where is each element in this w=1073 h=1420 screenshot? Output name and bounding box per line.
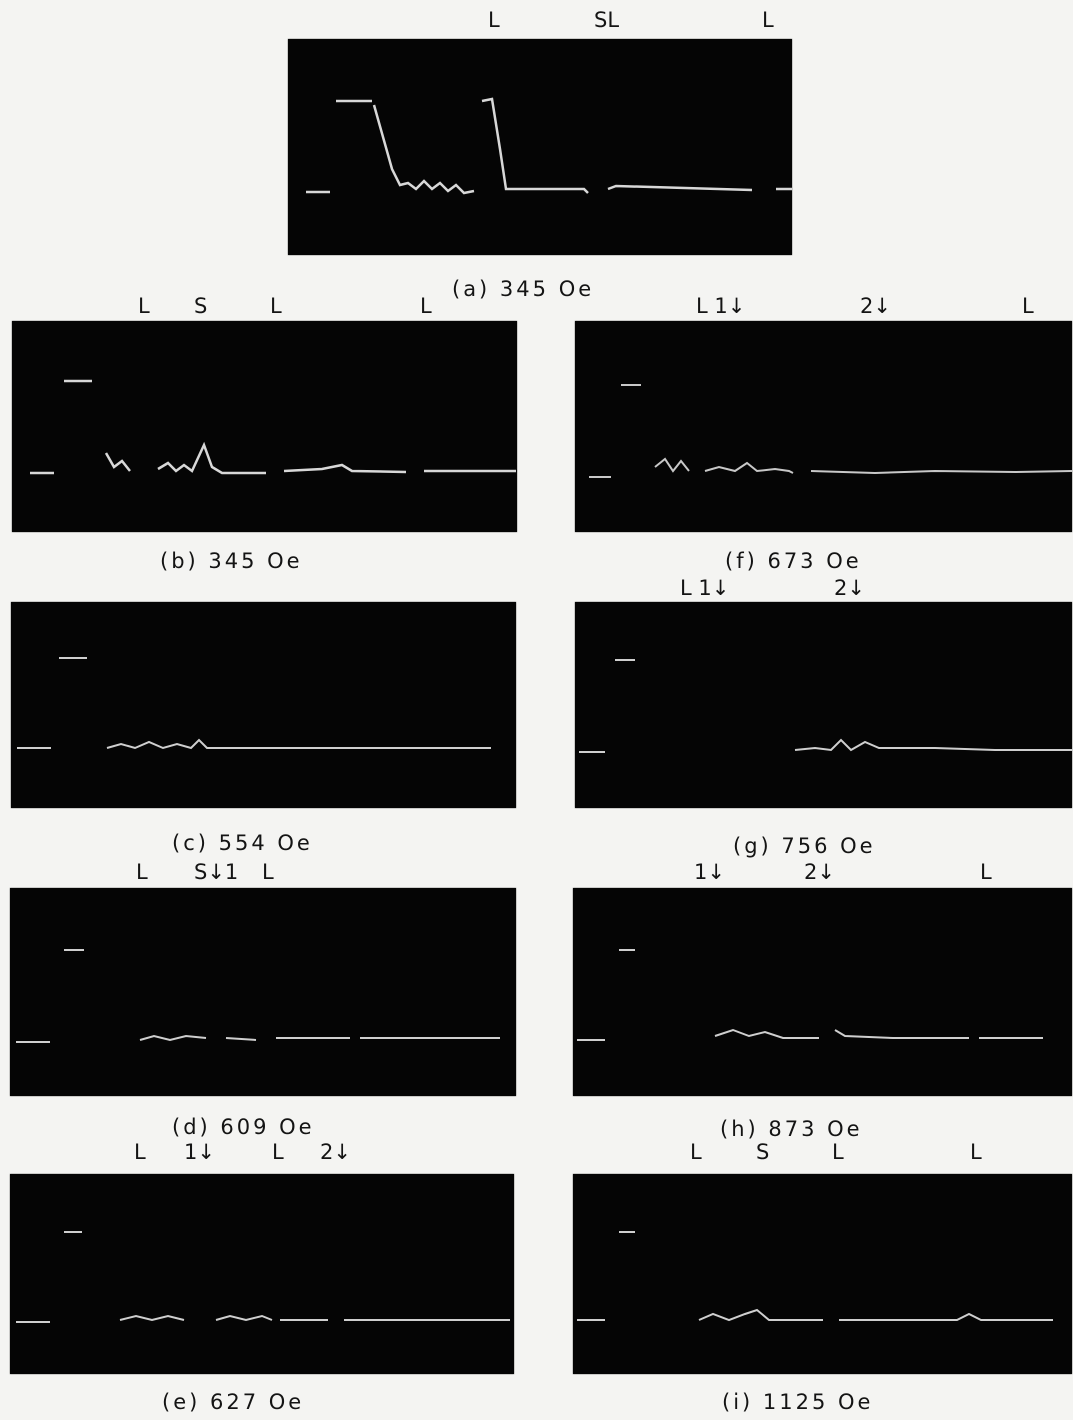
marker-a-2: SL: [594, 8, 620, 32]
caption-e: (e) 627 Oe: [162, 1390, 305, 1414]
marker-d-2: S↓1: [194, 860, 239, 884]
marker-b-3: L: [270, 294, 282, 318]
marker-f-2: 2↓: [860, 294, 891, 318]
caption-h: (h) 873 Oe: [720, 1117, 863, 1141]
marker-b-2: S: [194, 294, 208, 318]
caption-a: (a) 345 Oe: [452, 277, 595, 301]
marker-g-2: 2↓: [834, 576, 865, 600]
oscillogram-a: [288, 39, 792, 255]
trace-b: [30, 379, 516, 475]
marker-h-2: 2↓: [804, 860, 835, 884]
caption-f: (f) 673 Oe: [725, 549, 862, 573]
oscillogram-f: [575, 321, 1072, 532]
marker-e-4: 2↓: [320, 1140, 351, 1164]
marker-i-4: L: [970, 1140, 982, 1164]
oscillogram-i: [573, 1174, 1072, 1374]
marker-i-3: L: [832, 1140, 844, 1164]
caption-g: (g) 756 Oe: [733, 834, 876, 858]
oscillogram-e: [10, 1174, 514, 1374]
marker-g-1: L 1↓: [680, 576, 730, 600]
marker-d-1: L: [136, 860, 148, 884]
trace-a: [306, 97, 792, 195]
caption-b: (b) 345 Oe: [160, 549, 303, 573]
trace-f: [589, 384, 1072, 478]
oscillogram-d: [10, 888, 516, 1096]
marker-a-1: L: [488, 8, 500, 32]
marker-i-2: S: [756, 1140, 770, 1164]
marker-h-3: L: [980, 860, 992, 884]
trace-d: [16, 949, 500, 1043]
oscillogram-b: [12, 321, 517, 532]
marker-b-4: L: [420, 294, 432, 318]
trace-i: [577, 1231, 1053, 1322]
caption-c: (c) 554 Oe: [172, 831, 313, 855]
marker-e-3: L: [272, 1140, 284, 1164]
oscillogram-h: [573, 888, 1072, 1096]
caption-d: (d) 609 Oe: [172, 1115, 315, 1139]
trace-e: [16, 1231, 510, 1323]
trace-g: [579, 659, 1072, 753]
trace-h: [577, 949, 1043, 1041]
marker-e-1: L: [134, 1140, 146, 1164]
marker-b-1: L: [138, 294, 150, 318]
trace-c: [17, 657, 491, 750]
oscillogram-g: [575, 602, 1072, 808]
marker-d-3: L: [262, 860, 274, 884]
marker-h-1: 1↓: [694, 860, 725, 884]
marker-a-3: L: [762, 8, 774, 32]
marker-f-3: L: [1022, 294, 1034, 318]
marker-f-1: L 1↓: [696, 294, 746, 318]
marker-e-2: 1↓: [184, 1140, 215, 1164]
marker-i-1: L: [690, 1140, 702, 1164]
caption-i: (i) 1125 Oe: [722, 1390, 874, 1414]
oscillogram-c: [11, 602, 516, 808]
